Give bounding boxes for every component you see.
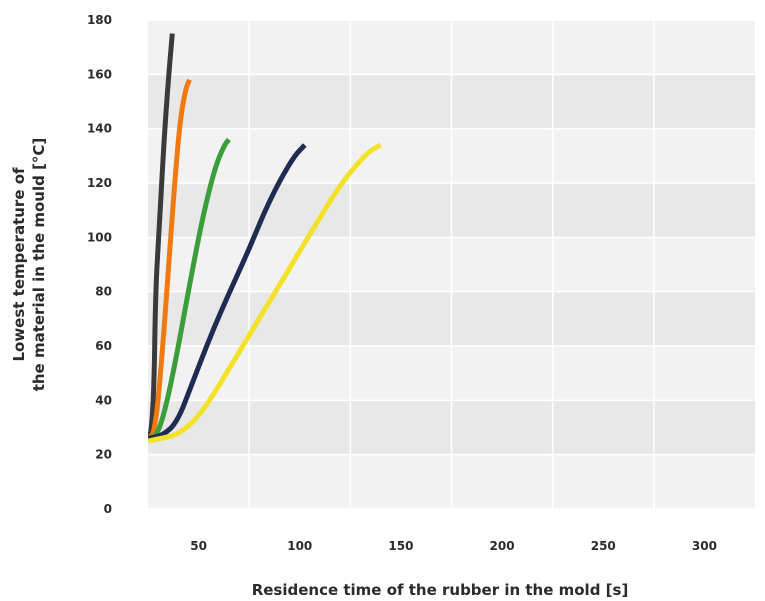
x-tick-label: 100 <box>287 539 312 553</box>
y-axis-title-line-1: Lowest temperature of <box>10 167 28 362</box>
x-axis-title: Residence time of the rubber in the mold… <box>252 581 629 599</box>
series-line <box>148 142 382 444</box>
gridlines <box>148 19 755 510</box>
y-tick-label: 80 <box>95 285 112 299</box>
y-axis-title-line-2: the material in the mould [°C] <box>30 138 48 392</box>
y-tick-label: 120 <box>87 176 112 190</box>
y-tick-label: 20 <box>95 448 112 462</box>
y-tick-label: 40 <box>95 393 112 407</box>
x-tick-label: 250 <box>591 539 616 553</box>
x-tick-label: 50 <box>190 539 207 553</box>
y-tick-label: 60 <box>95 339 112 353</box>
x-tick-label: 300 <box>692 539 717 553</box>
x-tick-label: 200 <box>490 539 515 553</box>
y-tick-label: 140 <box>87 122 112 136</box>
y-axis-ticks: 0 20 40 60 80 100 120 140 160 180 <box>87 13 112 516</box>
y-tick-label: 100 <box>87 230 112 244</box>
x-tick-label: 150 <box>388 539 413 553</box>
y-tick-label: 180 <box>87 13 112 27</box>
series-lines <box>148 33 382 444</box>
series-line <box>148 143 307 441</box>
y-tick-label: 160 <box>87 67 112 81</box>
series-line <box>148 78 192 441</box>
y-tick-label: 0 <box>104 502 112 516</box>
x-axis-ticks: 50 100 150 200 250 300 <box>190 539 717 553</box>
series-line <box>148 137 231 441</box>
